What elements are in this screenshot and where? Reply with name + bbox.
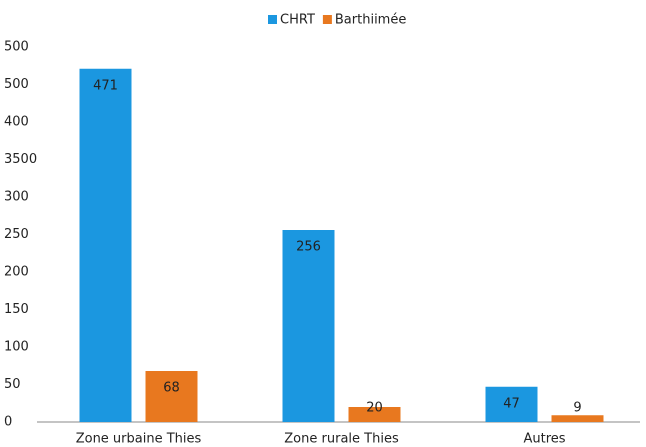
y-tick-label: 100 (4, 340, 29, 355)
y-tick-label: 500 (4, 40, 29, 55)
data-label: 9 (573, 401, 581, 416)
bar (348, 407, 401, 422)
y-tick-label: 250 (4, 227, 29, 242)
y-tick-label: 0 (4, 415, 12, 430)
y-tick-label: 50 (4, 377, 21, 392)
data-label: 68 (163, 381, 180, 396)
x-tick-label: Zone urbaine Thies (76, 432, 202, 447)
legend-label: CHRT (280, 13, 315, 28)
data-label: 20 (366, 401, 383, 416)
x-tick-label: Autres (523, 432, 565, 447)
y-tick-label: 200 (4, 265, 29, 280)
data-label: 47 (503, 396, 520, 411)
bar (145, 371, 198, 422)
y-tick-label: 400 (4, 115, 29, 130)
legend-swatch (322, 15, 332, 24)
bar (282, 230, 335, 422)
bar (485, 386, 538, 422)
legend-label: Barthiimée (335, 13, 406, 28)
legend-swatch (268, 15, 277, 24)
x-tick-label: Zone rurale Thies (284, 432, 399, 447)
y-tick-label: 500 (4, 77, 29, 92)
bar (551, 415, 604, 422)
bar (79, 68, 132, 422)
data-label: 256 (296, 240, 321, 255)
y-tick-label: 300 (4, 190, 29, 205)
y-tick-label: 3500 (4, 152, 37, 167)
y-tick-label: 150 (4, 302, 29, 317)
data-label: 471 (93, 78, 118, 93)
